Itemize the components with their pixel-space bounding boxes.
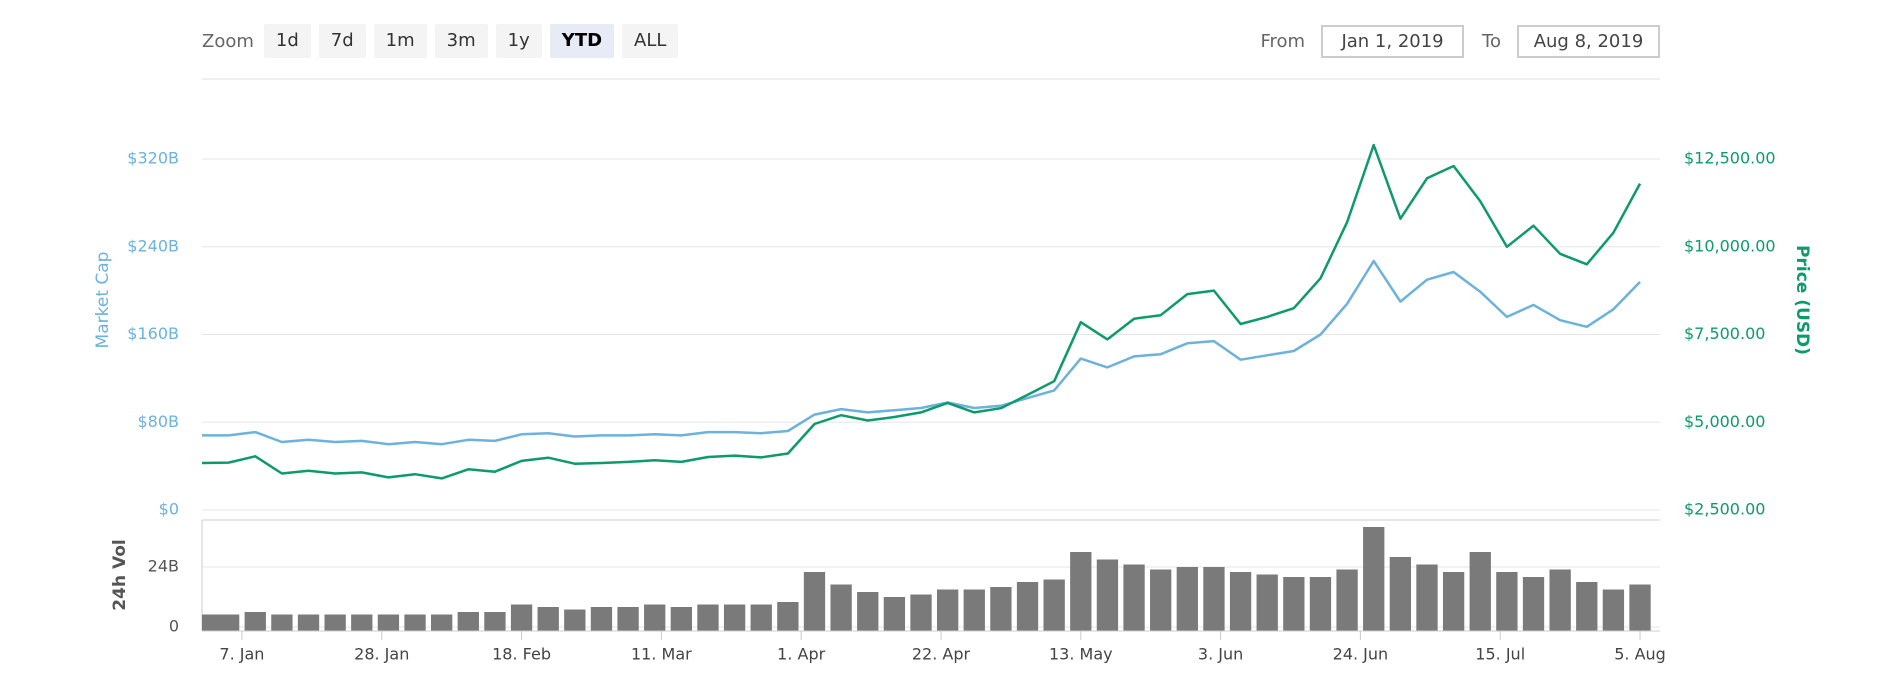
x-tick-label: 5. Aug <box>1614 645 1666 664</box>
volume-bar <box>1549 569 1571 631</box>
x-tick-label: 24. Jun <box>1333 645 1389 664</box>
volume-bar <box>670 607 692 631</box>
volume-bar <box>1522 577 1545 631</box>
series-line <box>202 259 1641 446</box>
volume-bar <box>484 612 506 631</box>
zoom-button[interactable]: 1m <box>373 24 427 58</box>
volume-bar <box>883 597 906 631</box>
volume-bar <box>990 587 1012 631</box>
volume-bar <box>750 604 772 631</box>
x-tick-label: 11. Mar <box>631 645 692 664</box>
y2-tick-label: $7,500.00 <box>1684 324 1765 343</box>
series-line <box>201 143 1642 480</box>
volume-bar <box>857 592 879 631</box>
y2-axis-title: Price (USD) <box>1792 245 1812 355</box>
volume-bar <box>590 607 613 631</box>
volume-bar <box>1150 569 1172 631</box>
volume-bar <box>217 614 240 631</box>
zoom-button[interactable]: 1d <box>263 24 311 58</box>
zoom-label: Zoom <box>202 30 254 52</box>
volume-bar <box>803 572 826 631</box>
zoom-button[interactable]: 3m <box>434 24 488 58</box>
volume-bar <box>1203 567 1225 631</box>
volume-bar <box>697 604 719 631</box>
zoom-button[interactable]: 7d <box>318 24 366 58</box>
zoom-button[interactable]: YTD <box>549 24 615 58</box>
to-input[interactable]: Aug 8, 2019 <box>1517 24 1660 58</box>
volume-bar <box>1256 574 1278 631</box>
volume-bar <box>936 589 959 631</box>
volume-bar <box>1229 572 1252 631</box>
volume-bar <box>297 614 320 631</box>
volume-bar <box>351 614 373 631</box>
volume-bar <box>1070 552 1092 631</box>
zoom-bar: Zoom 1d 7d 1m 3m 1y YTD ALL <box>202 24 679 58</box>
volume-bar <box>431 614 453 631</box>
y-tick-label: $320B <box>127 149 179 168</box>
y-tick-label: $240B <box>127 236 179 255</box>
volume-bar <box>1576 582 1598 631</box>
volume-bar <box>723 604 746 631</box>
vol-axis-title: 24h Vol <box>110 539 130 610</box>
x-tick-label: 28. Jan <box>354 645 409 664</box>
volume-bar <box>777 602 799 631</box>
from-input[interactable]: Jan 1, 2019 <box>1321 24 1465 58</box>
x-tick-label: 22. Apr <box>912 645 971 664</box>
y-axis-title: Market Cap <box>93 252 113 349</box>
x-tick-label: 3. Jun <box>1198 645 1243 664</box>
x-tick-label: 13. May <box>1049 645 1113 664</box>
volume-bar <box>1309 577 1332 631</box>
volume-bar <box>1096 559 1119 631</box>
y-tick-label: $0 <box>159 500 179 519</box>
x-tick-label: 7. Jan <box>219 645 264 664</box>
vol-tick-label: 0 <box>169 617 179 636</box>
y-tick-label: $160B <box>127 324 179 343</box>
volume-bar <box>1123 564 1145 631</box>
from-label: From <box>1260 30 1306 52</box>
volume-bar <box>564 609 586 631</box>
to-label: To <box>1482 30 1501 52</box>
y-tick-label: $80B <box>137 412 179 431</box>
volume-bar <box>1363 527 1385 631</box>
volume-bar <box>1283 577 1305 631</box>
x-tick-label: 18. Feb <box>492 645 551 664</box>
x-tick-label: 1. Apr <box>777 645 825 664</box>
volume-bar <box>1629 584 1651 631</box>
volume-bar <box>830 584 852 631</box>
zoom-button[interactable]: ALL <box>622 24 679 58</box>
y2-tick-label: $2,500.00 <box>1684 500 1765 519</box>
volume-bar <box>244 612 266 631</box>
volume-bar <box>404 614 426 631</box>
volume-bar <box>537 607 559 631</box>
volume-bar <box>377 614 400 631</box>
volume-bar <box>1416 564 1438 631</box>
volume-bar <box>1176 567 1198 631</box>
volume-bar <box>457 612 479 631</box>
zoom-button[interactable]: 1y <box>495 24 542 58</box>
y2-tick-label: $12,500.00 <box>1684 149 1776 168</box>
volume-bar <box>1389 557 1412 631</box>
date-range: From Jan 1, 2019 To Aug 8, 2019 <box>1260 24 1660 58</box>
y2-tick-label: $10,000.00 <box>1684 236 1776 255</box>
y2-tick-label: $5,000.00 <box>1684 412 1765 431</box>
volume-bar <box>1469 552 1491 631</box>
volume-bar <box>963 589 985 631</box>
volume-bar <box>1442 572 1465 631</box>
volume-bar <box>617 607 639 631</box>
volume-bar <box>1602 589 1625 631</box>
vol-tick-label: 24B <box>148 557 179 576</box>
volume-bar <box>1016 582 1039 631</box>
x-tick-label: 15. Jul <box>1475 645 1525 664</box>
volume-bar <box>644 604 666 631</box>
volume-bar <box>1496 572 1518 631</box>
volume-bar <box>910 594 932 631</box>
volume-bar <box>510 604 533 631</box>
volume-bar <box>1043 579 1065 631</box>
volume-bar <box>1336 569 1358 631</box>
volume-bar <box>324 614 346 631</box>
volume-bar <box>271 614 293 631</box>
